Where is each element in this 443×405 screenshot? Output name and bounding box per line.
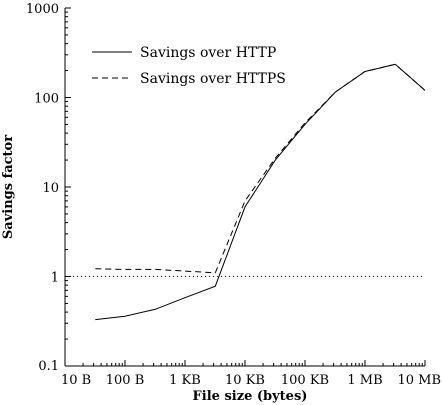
x-ticks: 10 B 100 B 1 KB 10 KB 100 KB 1 MB 10 MB bbox=[61, 360, 441, 388]
legend-label-http: Savings over HTTP bbox=[140, 45, 276, 61]
y-ticks: 0.1 1 10 100 1000 bbox=[26, 2, 71, 374]
series-line-https bbox=[95, 63, 426, 274]
x-tick-label: 1 KB bbox=[169, 373, 201, 388]
x-tick-label: 10 MB bbox=[397, 373, 441, 388]
legend-label-https: Savings over HTTPS bbox=[140, 71, 286, 87]
x-tick-label: 10 B bbox=[61, 373, 91, 388]
y-tick-label: 10 bbox=[42, 181, 59, 196]
y-tick-label: 0.1 bbox=[38, 359, 59, 374]
series-group bbox=[95, 63, 426, 321]
y-axis-title: Savings factor bbox=[1, 135, 16, 239]
series-line-http bbox=[95, 63, 426, 321]
x-axis-title: File size (bytes) bbox=[193, 389, 308, 404]
y-tick-label: 100 bbox=[34, 92, 59, 107]
plot-area bbox=[64, 8, 425, 367]
x-tick-label: 10 KB bbox=[225, 373, 265, 388]
x-tick-label: 100 KB bbox=[281, 373, 329, 388]
x-tick-label: 1 MB bbox=[347, 373, 382, 388]
x-tick-label: 100 B bbox=[106, 373, 145, 388]
legend: Savings over HTTP Savings over HTTPS bbox=[92, 45, 286, 87]
y-tick-label: 1000 bbox=[26, 2, 59, 17]
y-tick-label: 1 bbox=[51, 271, 59, 286]
